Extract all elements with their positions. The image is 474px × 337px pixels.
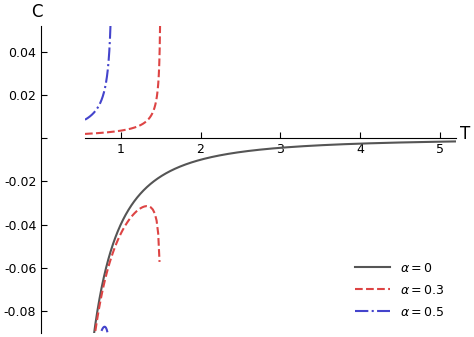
Text: T: T [460,125,470,143]
Legend: $\alpha=0$, $\alpha=0.3$, $\alpha=0.5$: $\alpha=0$, $\alpha=0.3$, $\alpha=0.5$ [350,257,449,324]
Text: C: C [31,3,43,22]
